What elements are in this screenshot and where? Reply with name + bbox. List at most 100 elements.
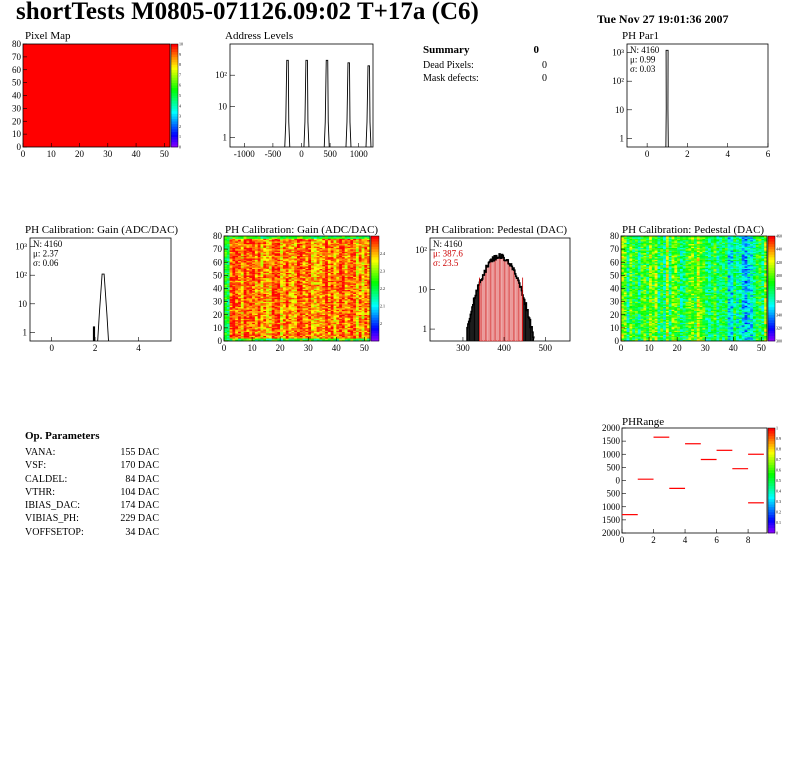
heatmap-cell [330, 274, 334, 276]
heatmap-cell [240, 335, 244, 338]
heatmap-cell [268, 285, 272, 288]
heatmap-cell [254, 314, 258, 317]
heatmap-cell [288, 257, 292, 259]
heatmap-cell [308, 320, 312, 322]
heatmap-cell [629, 281, 633, 284]
heatmap-cell [316, 325, 320, 327]
heatmap-cell [294, 316, 298, 318]
heatmap-cell [254, 254, 258, 256]
heatmap-cell [623, 302, 627, 305]
heatmap-cell [243, 268, 247, 271]
heatmap-cell [246, 296, 250, 298]
heatmap-cell [282, 276, 286, 279]
heatmap-cell [319, 238, 323, 241]
heatmap-cell [243, 239, 247, 242]
heatmap-cell [316, 331, 320, 334]
heatmap-cell [226, 249, 230, 251]
heatmap-cell [339, 285, 343, 288]
heatmap-cell [635, 316, 639, 318]
heatmap-cell [635, 268, 639, 271]
heatmap-cell [355, 270, 359, 272]
heatmap-cell [291, 321, 295, 323]
heatmap-cell [224, 276, 228, 279]
heatmap-cell [339, 274, 343, 276]
heatmap-cell [316, 283, 320, 285]
heatmap-cell [226, 305, 230, 308]
heatmap-cell [311, 305, 315, 308]
heatmap-cell [364, 251, 368, 254]
heatmap-cell [294, 304, 298, 306]
heatmap-cell [299, 243, 303, 246]
heatmap-cell [632, 330, 636, 333]
heatmap-cell [246, 335, 250, 338]
palette-cell [371, 338, 379, 342]
heatmap-cell [252, 338, 256, 340]
heatmap-cell [626, 263, 630, 266]
heatmap-cell [325, 251, 329, 254]
heatmap-cell [350, 326, 354, 329]
heatmap-cell [635, 317, 639, 319]
heatmap-cell [277, 258, 281, 260]
heatmap-cell [355, 305, 359, 308]
heatmap-cell [361, 327, 365, 330]
heatmap-cell [361, 275, 365, 277]
heatmap-cell [626, 254, 630, 256]
heatmap-cell [274, 323, 278, 326]
heatmap-cell [341, 313, 345, 315]
heatmap-cell [263, 267, 267, 270]
heatmap-cell [319, 302, 323, 305]
heatmap-cell [235, 274, 239, 276]
heatmap-cell [327, 239, 331, 242]
heatmap-cell [635, 327, 639, 330]
heatmap-cell [330, 236, 334, 238]
heatmap-cell [621, 326, 625, 329]
heatmap-cell [350, 293, 354, 296]
heatmap-cell [280, 274, 284, 276]
heatmap-cell [271, 295, 275, 297]
heatmap-cell [243, 325, 247, 327]
heatmap-cell [291, 302, 295, 305]
palette-cell [171, 103, 178, 107]
heatmap-cell [635, 299, 639, 301]
heatmap-cell [268, 253, 272, 255]
heatmap-cell [621, 329, 625, 331]
heatmap-cell [240, 271, 244, 273]
heatmap-cell [339, 334, 343, 336]
heatmap-cell [266, 262, 270, 264]
heatmap-cell [319, 331, 323, 334]
heatmap-cell [266, 334, 270, 336]
heatmap-cell [316, 242, 320, 245]
heatmap-cell [330, 284, 334, 287]
heatmap-cell [232, 296, 236, 298]
heatmap-cell [254, 281, 258, 284]
heatmap-cell [626, 267, 630, 270]
heatmap-cell [355, 295, 359, 297]
heatmap-cell [246, 337, 250, 339]
heatmap-cell [254, 246, 258, 249]
heatmap-cell [280, 302, 284, 305]
heatmap-cell [235, 255, 239, 258]
x-tick-label: 6 [766, 149, 771, 159]
heatmap-cell [313, 287, 317, 289]
heatmap-cell [367, 283, 371, 285]
heatmap-cell [232, 237, 236, 239]
heatmap-cell [367, 288, 371, 291]
heatmap-cell [297, 287, 301, 289]
heatmap-cell [243, 255, 247, 258]
heatmap-cell [316, 284, 320, 287]
heatmap-cell [229, 293, 233, 296]
heatmap-cell [344, 313, 348, 315]
heatmap-cell [238, 312, 242, 314]
heatmap-cell [268, 238, 272, 241]
heatmap-cell [235, 317, 239, 319]
heatmap-cell [319, 249, 323, 251]
heatmap-cell [232, 242, 236, 245]
pedestal-bin [468, 321, 470, 341]
heatmap-cell [364, 278, 368, 280]
heatmap-cell [282, 304, 286, 306]
heatmap-cell [358, 318, 362, 321]
heatmap-cell [257, 297, 261, 300]
heatmap-cell [294, 239, 298, 242]
heatmap-cell [297, 304, 301, 306]
heatmap-cell [243, 287, 247, 289]
